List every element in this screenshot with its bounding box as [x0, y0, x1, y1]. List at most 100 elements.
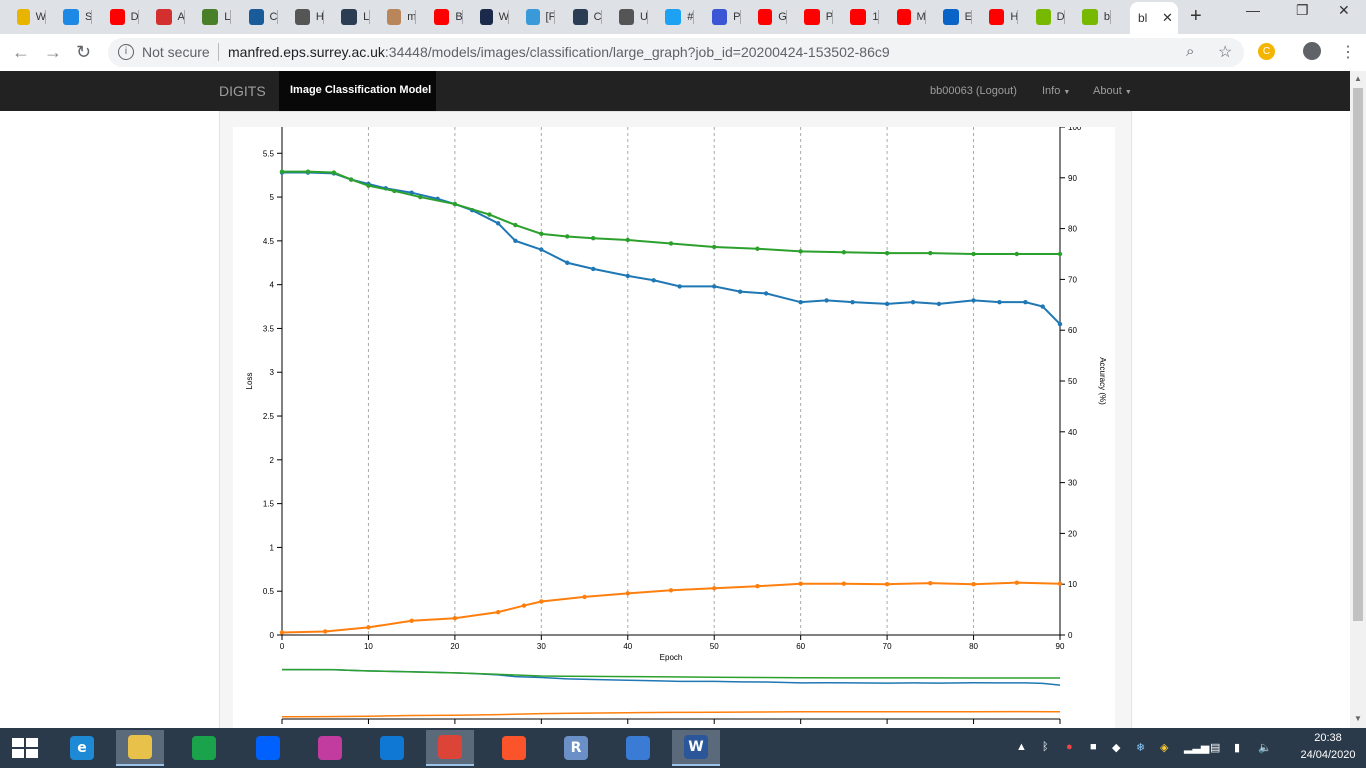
tab-separator: [739, 10, 741, 24]
zoom-icon[interactable]: ⌕: [1186, 43, 1195, 60]
browser-tab[interactable]: C: [232, 4, 278, 30]
val-loss-point: [331, 170, 337, 175]
forward-arrow-icon[interactable]: →: [44, 42, 62, 62]
volume-icon[interactable]: 🔈: [1258, 742, 1272, 754]
extension-icon[interactable]: C: [1258, 43, 1275, 60]
url-text[interactable]: manfred.eps.surrey.ac.uk:34448/models/im…: [228, 44, 890, 60]
y-axis-label-right: Accuracy (%): [1098, 357, 1107, 405]
menu-kebab-icon[interactable]: ⋮: [1340, 44, 1356, 61]
tray-chevron-icon[interactable]: ▲: [1016, 741, 1027, 753]
printer-icon[interactable]: ▤: [1210, 742, 1221, 754]
about-menu[interactable]: About ▼: [1093, 85, 1132, 97]
taskbar-app[interactable]: [306, 730, 354, 766]
tray-app-icon[interactable]: ◈: [1160, 742, 1169, 754]
taskbar-app[interactable]: R: [552, 730, 600, 766]
browser-tab[interactable]: H: [972, 4, 1019, 30]
snowflake-icon[interactable]: ❄: [1136, 742, 1146, 754]
taskbar-app[interactable]: [426, 730, 474, 766]
minimize-icon[interactable]: —: [1246, 2, 1260, 18]
browser-tab[interactable]: P: [695, 4, 741, 30]
browser-tab[interactable]: #: [648, 4, 695, 30]
browser-tab[interactable]: M: [880, 4, 926, 30]
y-tick-label-left: 3.5: [263, 324, 275, 333]
browser-tab[interactable]: S: [46, 4, 93, 30]
browser-tab[interactable]: L: [185, 4, 232, 30]
val-accuracy-point: [539, 599, 544, 604]
browser-tab[interactable]: b: [1065, 4, 1111, 30]
browser-tab[interactable]: A: [139, 4, 185, 30]
tab-title: H: [1010, 11, 1019, 23]
vertical-scrollbar[interactable]: ▲ ▼: [1350, 71, 1366, 728]
security-tray-icon[interactable]: ●: [1066, 741, 1073, 753]
browser-tab[interactable]: D: [93, 4, 139, 30]
browser-tab[interactable]: B: [417, 4, 463, 30]
x-tick-label: 50: [710, 642, 719, 651]
taskbar-app[interactable]: [490, 730, 538, 766]
tray-app-icon[interactable]: ◆: [1112, 742, 1121, 754]
browser-tab[interactable]: L: [324, 4, 371, 30]
tray-app-icon[interactable]: ■: [1090, 741, 1097, 753]
browser-tab[interactable]: 1: [833, 4, 880, 30]
tab-title: L: [224, 11, 231, 23]
tab-separator: [1109, 10, 1111, 24]
browser-tab[interactable]: E: [926, 4, 972, 30]
browser-tab[interactable]: [F: [509, 4, 556, 30]
taskbar-app[interactable]: [614, 730, 662, 766]
taskbar-app[interactable]: [368, 730, 416, 766]
windows-start-icon[interactable]: [12, 738, 38, 763]
y-tick-label-left: 5: [270, 193, 275, 202]
scrollbar-thumb[interactable]: [1353, 88, 1363, 621]
val-loss-point: [539, 231, 544, 237]
bluetooth-icon[interactable]: ᛒ: [1042, 741, 1049, 753]
clock-date[interactable]: 24/04/2020: [1300, 749, 1356, 761]
browser-tab[interactable]: W: [0, 4, 46, 30]
network-icon[interactable]: ▂▃▅: [1184, 742, 1210, 754]
train-loss-point: [677, 284, 682, 289]
logout-link[interactable]: bb00063 (Logout): [930, 85, 1017, 97]
tab-separator: [322, 10, 324, 24]
browser-tab[interactable]: H: [278, 4, 324, 30]
val-accuracy-point: [841, 581, 847, 586]
taskbar-app[interactable]: e: [58, 730, 106, 766]
browser-tab[interactable]: C: [556, 4, 602, 30]
address-bar[interactable]: i Not secure manfred.eps.surrey.ac.uk:34…: [108, 38, 1244, 67]
app-icon: [202, 9, 219, 25]
taskbar-app[interactable]: [244, 730, 292, 766]
nav-active-page[interactable]: Image Classification Model: [279, 71, 436, 111]
taskbar-app[interactable]: W: [672, 730, 720, 766]
taskbar-app[interactable]: [180, 730, 228, 766]
tab-active[interactable]: bl ✕: [1130, 2, 1178, 34]
browser-tab[interactable]: U: [602, 4, 648, 30]
scroll-up-icon[interactable]: ▲: [1354, 74, 1362, 83]
taskbar-app[interactable]: [116, 730, 164, 766]
tab-title: 1: [872, 11, 879, 23]
profile-avatar-icon[interactable]: [1303, 42, 1321, 60]
clock-time[interactable]: 20:38: [1314, 732, 1342, 744]
scroll-down-icon[interactable]: ▼: [1354, 714, 1362, 723]
bookmark-star-icon[interactable]: ☆: [1218, 44, 1233, 61]
caret-down-icon: ▼: [1124, 89, 1132, 96]
x-tick-label: 60: [796, 642, 805, 651]
brand-link[interactable]: DIGITS: [219, 83, 266, 99]
restore-icon[interactable]: ❐: [1296, 2, 1309, 18]
close-window-icon[interactable]: ✕: [1338, 2, 1350, 18]
close-tab-icon[interactable]: ✕: [1162, 10, 1173, 25]
browser-tab[interactable]: G: [741, 4, 787, 30]
train-loss-point: [884, 301, 890, 307]
new-tab-button[interactable]: +: [1190, 5, 1202, 27]
tds-icon: [572, 9, 588, 25]
info-menu[interactable]: Info ▼: [1042, 85, 1070, 97]
browser-tab[interactable]: m: [370, 4, 417, 30]
info-icon[interactable]: i: [118, 44, 134, 60]
browser-tab[interactable]: W: [463, 4, 509, 30]
tds-icon: [341, 9, 358, 25]
windows-taskbar: e R W ▲ ᛒ ● ■ ◆ ❄ ◈ ▂▃▅ ▤ ▮ 🔈 20:38 24/04/…: [0, 728, 1366, 768]
battery-icon[interactable]: ▮: [1234, 742, 1241, 754]
browser-tab[interactable]: D: [1019, 4, 1065, 30]
tab-title: D: [130, 11, 139, 23]
digits-navbar: DIGITS Image Classification Model bb0006…: [0, 71, 1350, 111]
browser-tab[interactable]: P: [787, 4, 834, 30]
overview-val-accuracy-line: [281, 710, 1061, 718]
back-arrow-icon[interactable]: ←: [12, 42, 30, 62]
reload-icon[interactable]: ↻: [76, 42, 92, 62]
